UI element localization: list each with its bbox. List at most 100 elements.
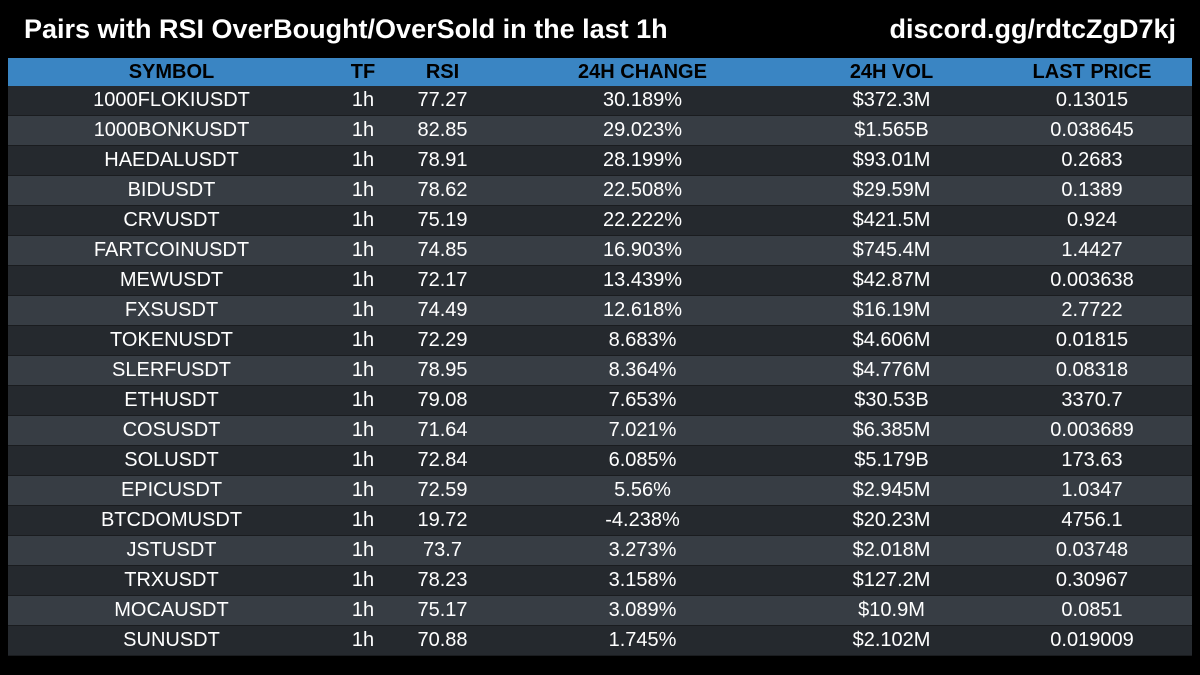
cell-24h-vol: $4.606M (791, 325, 992, 356)
cell-symbol: TOKENUSDT (8, 325, 335, 356)
table-row[interactable]: BTCDOMUSDT 1h 19.72 -4.238% $20.23M 4756.1 (8, 505, 1192, 536)
cell-symbol: CRVUSDT (8, 205, 335, 236)
table-row[interactable]: CRVUSDT 1h 75.19 22.222% $421.5M 0.924 (8, 205, 1192, 236)
cell-tf: 1h (335, 385, 391, 416)
cell-rsi: 72.29 (391, 325, 494, 356)
cell-last-price: 0.01815 (992, 325, 1192, 356)
table-row[interactable]: 1000FLOKIUSDT 1h 77.27 30.189% $372.3M 0.1301… (8, 86, 1192, 116)
cell-last-price: 4756.1 (992, 505, 1192, 536)
cell-last-price: 1.0347 (992, 475, 1192, 506)
cell-24h-vol: $16.19M (791, 295, 992, 326)
cell-symbol: FXSUSDT (8, 295, 335, 326)
cell-rsi: 75.17 (391, 595, 494, 626)
cell-tf: 1h (335, 445, 391, 476)
table-header-row: SYMBOL TF RSI 24H CHANGE 24H VOL LAST PR… (8, 58, 1192, 86)
table-row[interactable]: JSTUSDT 1h 73.7 3.273% $2.018M 0.03748 (8, 535, 1192, 566)
table-row[interactable]: COSUSDT 1h 71.64 7.021% $6.385M 0.003689 (8, 415, 1192, 446)
cell-24h-vol: $4.776M (791, 355, 992, 386)
cell-24h-change: 30.189% (494, 86, 791, 116)
cell-24h-change: 22.222% (494, 205, 791, 236)
cell-rsi: 73.7 (391, 535, 494, 566)
cell-24h-change: 3.158% (494, 565, 791, 596)
cell-tf: 1h (335, 265, 391, 296)
table-row[interactable]: TRXUSDT 1h 78.23 3.158% $127.2M 0.30967 (8, 565, 1192, 596)
table-row[interactable]: FARTCOINUSDT 1h 74.85 16.903% $745.4M 1.4427 (8, 235, 1192, 266)
cell-symbol: COSUSDT (8, 415, 335, 446)
cell-24h-vol: $745.4M (791, 235, 992, 266)
cell-24h-vol: $29.59M (791, 175, 992, 206)
cell-24h-vol: $20.23M (791, 505, 992, 536)
column-header-rsi[interactable]: RSI (391, 58, 494, 86)
cell-24h-change: 8.364% (494, 355, 791, 386)
table-row[interactable]: TOKENUSDT 1h 72.29 8.683% $4.606M 0.01815 (8, 325, 1192, 356)
table-row[interactable]: SUNUSDT 1h 70.88 1.745% $2.102M 0.019009 (8, 625, 1192, 656)
cell-symbol: MEWUSDT (8, 265, 335, 296)
table-row[interactable]: EPICUSDT 1h 72.59 5.56% $2.945M 1.0347 (8, 475, 1192, 506)
cell-24h-vol: $30.53B (791, 385, 992, 416)
cell-24h-change: 3.273% (494, 535, 791, 566)
cell-tf: 1h (335, 295, 391, 326)
cell-rsi: 78.62 (391, 175, 494, 206)
cell-24h-change: 16.903% (494, 235, 791, 266)
column-header-symbol[interactable]: SYMBOL (8, 58, 335, 86)
cell-24h-vol: $5.179B (791, 445, 992, 476)
cell-rsi: 82.85 (391, 115, 494, 146)
cell-24h-change: 6.085% (494, 445, 791, 476)
header-bar: Pairs with RSI OverBought/OverSold in th… (0, 0, 1200, 58)
cell-24h-change: 5.56% (494, 475, 791, 506)
table-row[interactable]: FXSUSDT 1h 74.49 12.618% $16.19M 2.7722 (8, 295, 1192, 326)
cell-tf: 1h (335, 625, 391, 656)
cell-24h-vol: $2.102M (791, 625, 992, 656)
table-row[interactable]: HAEDALUSDT 1h 78.91 28.199% $93.01M 0.2683 (8, 145, 1192, 176)
cell-tf: 1h (335, 145, 391, 176)
cell-tf: 1h (335, 325, 391, 356)
cell-last-price: 0.038645 (992, 115, 1192, 146)
cell-rsi: 72.84 (391, 445, 494, 476)
page-title: Pairs with RSI OverBought/OverSold in th… (24, 14, 668, 44)
cell-last-price: 0.08318 (992, 355, 1192, 386)
cell-last-price: 1.4427 (992, 235, 1192, 266)
column-header-24h-vol[interactable]: 24H VOL (791, 58, 992, 86)
cell-tf: 1h (335, 115, 391, 146)
cell-rsi: 70.88 (391, 625, 494, 656)
cell-tf: 1h (335, 175, 391, 206)
cell-tf: 1h (335, 205, 391, 236)
cell-24h-vol: $10.9M (791, 595, 992, 626)
cell-symbol: BTCDOMUSDT (8, 505, 335, 536)
cell-24h-change: 1.745% (494, 625, 791, 656)
table-row[interactable]: MEWUSDT 1h 72.17 13.439% $42.87M 0.003638 (8, 265, 1192, 296)
cell-symbol: TRXUSDT (8, 565, 335, 596)
cell-24h-vol: $42.87M (791, 265, 992, 296)
cell-last-price: 0.13015 (992, 86, 1192, 116)
cell-last-price: 0.2683 (992, 145, 1192, 176)
cell-tf: 1h (335, 355, 391, 386)
cell-tf: 1h (335, 505, 391, 536)
cell-symbol: 1000FLOKIUSDT (8, 86, 335, 116)
cell-24h-vol: $2.018M (791, 535, 992, 566)
cell-last-price: 3370.7 (992, 385, 1192, 416)
cell-last-price: 0.30967 (992, 565, 1192, 596)
table-row[interactable]: ETHUSDT 1h 79.08 7.653% $30.53B 3370.7 (8, 385, 1192, 416)
cell-last-price: 2.7722 (992, 295, 1192, 326)
discord-link[interactable]: discord.gg/rdtcZgD7kj (889, 14, 1176, 44)
column-header-tf[interactable]: TF (335, 58, 391, 86)
table-row[interactable]: SLERFUSDT 1h 78.95 8.364% $4.776M 0.08318 (8, 355, 1192, 386)
cell-24h-change: 7.653% (494, 385, 791, 416)
table-row[interactable]: BIDUSDT 1h 78.62 22.508% $29.59M 0.1389 (8, 175, 1192, 206)
column-header-24h-change[interactable]: 24H CHANGE (494, 58, 791, 86)
cell-24h-vol: $2.945M (791, 475, 992, 506)
cell-rsi: 72.17 (391, 265, 494, 296)
cell-last-price: 173.63 (992, 445, 1192, 476)
table-row[interactable]: MOCAUSDT 1h 75.17 3.089% $10.9M 0.0851 (8, 595, 1192, 626)
table-row[interactable]: 1000BONKUSDT 1h 82.85 29.023% $1.565B 0.03864… (8, 115, 1192, 146)
table-row[interactable]: SOLUSDT 1h 72.84 6.085% $5.179B 173.63 (8, 445, 1192, 476)
cell-last-price: 0.924 (992, 205, 1192, 236)
cell-24h-vol: $6.385M (791, 415, 992, 446)
cell-last-price: 0.1389 (992, 175, 1192, 206)
cell-last-price: 0.019009 (992, 625, 1192, 656)
column-header-last-price[interactable]: LAST PRICE (992, 58, 1192, 86)
cell-rsi: 78.95 (391, 355, 494, 386)
cell-24h-vol: $421.5M (791, 205, 992, 236)
cell-rsi: 77.27 (391, 86, 494, 116)
cell-rsi: 78.23 (391, 565, 494, 596)
